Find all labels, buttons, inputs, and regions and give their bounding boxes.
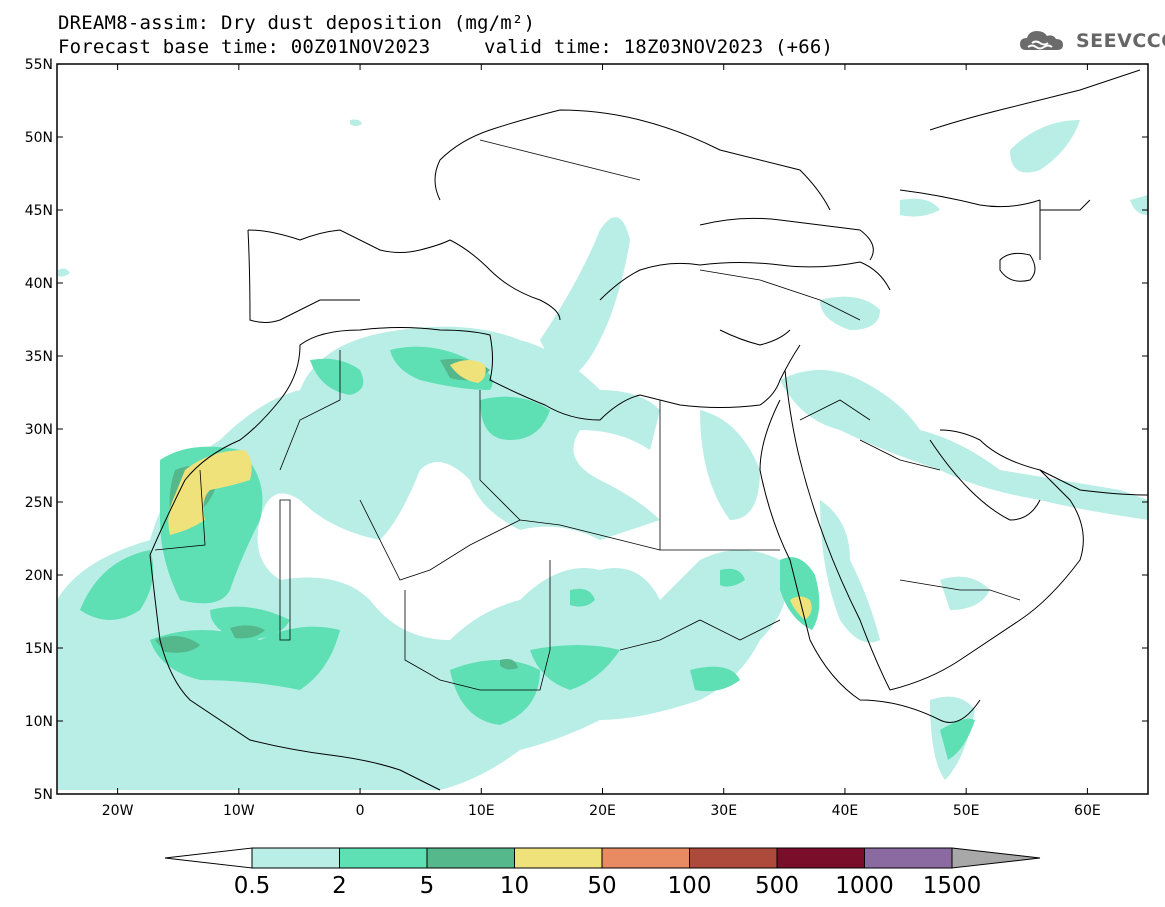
colorbar-segment	[339, 847, 428, 869]
lon-tick-label: 20E	[589, 803, 616, 819]
lat-tick-label: 5N	[34, 787, 53, 803]
valid-time: valid time: 18Z03NOV2023 (+66)	[484, 36, 834, 58]
deposition-10-50	[168, 360, 812, 620]
colorbar-segment	[689, 847, 778, 869]
lon-tick-label: 10W	[223, 803, 255, 819]
map-title: DREAM8-assim: Dry dust deposition (mg/m²…	[58, 12, 536, 34]
colorbar-label: 5	[420, 873, 435, 899]
colorbar-labels: 0.5 2 5 10 50 100 500 1000 1500	[234, 873, 982, 899]
lon-tick-label: 30E	[710, 803, 737, 819]
lat-tick-label: 25N	[25, 495, 53, 511]
colorbar	[164, 847, 1041, 869]
lat-tick-label: 30N	[25, 422, 53, 438]
deposition-2-5	[80, 346, 975, 760]
colorbar-label: 1500	[923, 873, 982, 899]
coastlines	[149, 69, 1148, 791]
colorbar-label: 0.5	[234, 873, 271, 899]
colorbar-segment	[864, 847, 953, 869]
colorbar-segment	[251, 847, 340, 869]
colorbar-label: 10	[500, 873, 529, 899]
lon-tick-label: 20W	[102, 803, 134, 819]
colorbar-label: 2	[332, 873, 347, 899]
colorbar-overflow	[951, 847, 1041, 869]
lat-tick-label: 55N	[25, 57, 53, 73]
lon-tick-label: 0	[356, 803, 365, 819]
lon-tick-label: 50E	[953, 803, 980, 819]
lon-tick-label: 10E	[468, 803, 495, 819]
lat-tick-label: 45N	[25, 203, 53, 219]
axis-ticks	[57, 63, 1148, 795]
colorbar-label: 50	[587, 873, 616, 899]
lat-tick-label: 20N	[25, 568, 53, 584]
logo-text: SEEVCCC	[1076, 30, 1165, 52]
lon-tick-label: 60E	[1074, 803, 1101, 819]
colorbar-underflow	[164, 847, 253, 869]
lon-tick-label: 40E	[832, 803, 859, 819]
colorbar-label: 500	[755, 873, 799, 899]
colorbar-segment	[601, 847, 690, 869]
colorbar-label: 1000	[835, 873, 894, 899]
forecast-base-time: Forecast base time: 00Z01NOV2023	[58, 36, 431, 58]
colorbar-label: 100	[668, 873, 712, 899]
lat-tick-label: 50N	[25, 130, 53, 146]
colorbar-segment	[426, 847, 515, 869]
seevccc-logo: SEEVCCC	[1018, 28, 1165, 54]
lat-tick-label: 35N	[25, 349, 53, 365]
dust-fields	[57, 119, 1148, 790]
cloud-icon	[1020, 31, 1063, 50]
country-borders	[154, 139, 1021, 691]
lat-tick-label: 40N	[25, 276, 53, 292]
lat-tick-label: 15N	[25, 641, 53, 657]
colorbar-segment	[776, 847, 865, 869]
lat-tick-label: 10N	[25, 714, 53, 730]
axis-labels: 5N 10N 15N 20N 25N 30N 35N 40N 45N 50N 55N 20W 10W 0 1…	[25, 57, 1101, 819]
colorbar-segment	[514, 847, 603, 869]
